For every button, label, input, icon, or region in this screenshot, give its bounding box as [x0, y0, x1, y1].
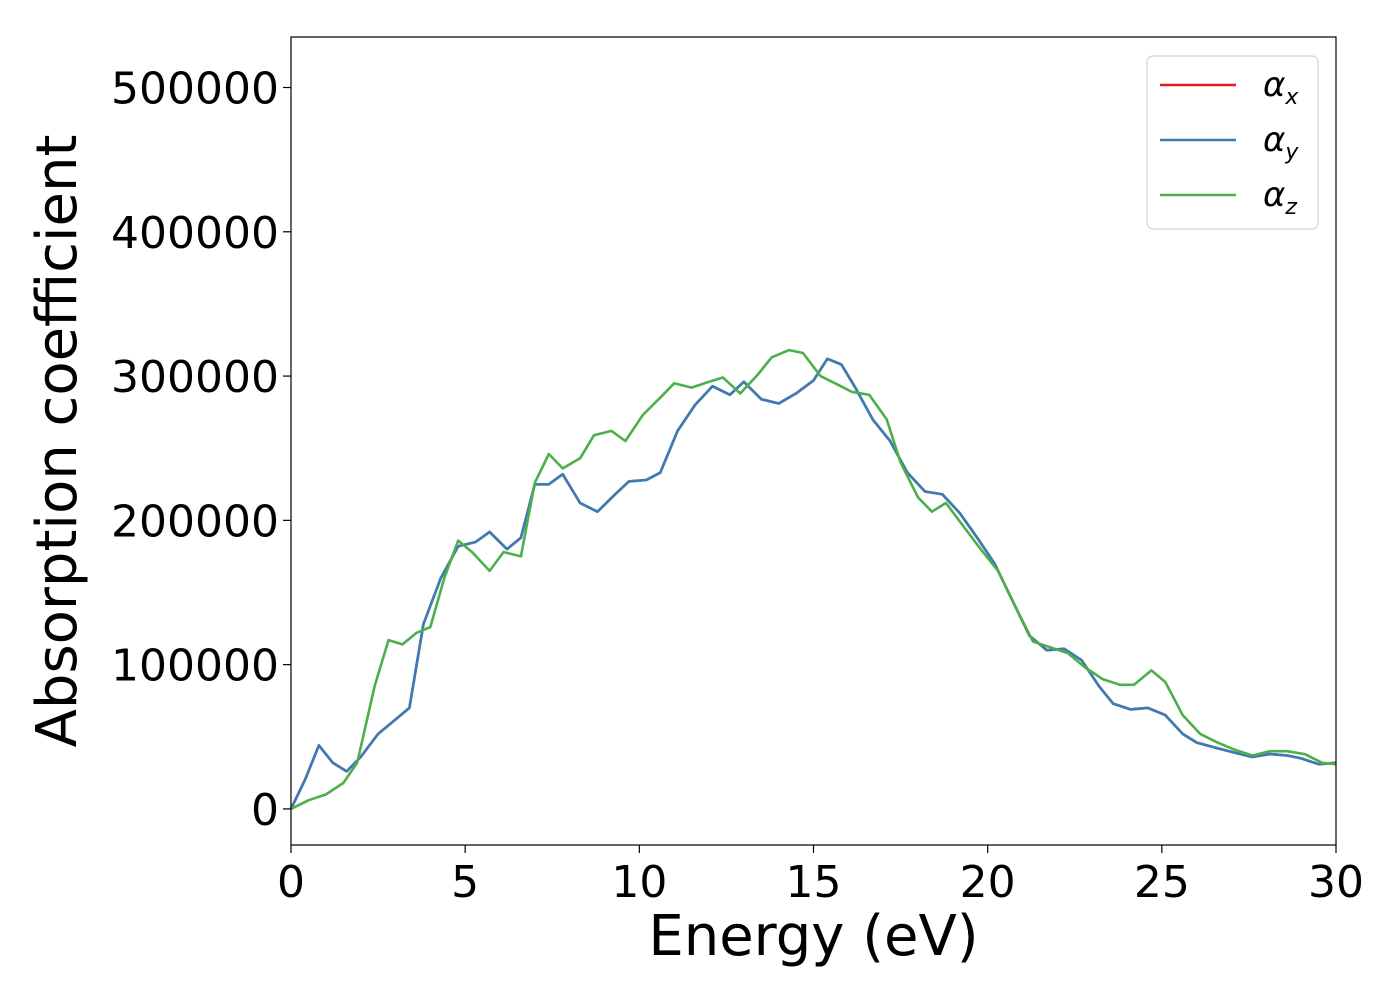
x-tick-label: 25 — [1134, 857, 1190, 908]
x-axis-title: Energy (eV) — [648, 904, 978, 969]
y-tick-label: 200000 — [111, 496, 279, 547]
x-tick-label: 20 — [960, 857, 1016, 908]
x-tick-label: 10 — [611, 857, 667, 908]
series-line-y — [289, 357, 1337, 810]
legend-label-y: αy — [1263, 120, 1299, 165]
y-axis-title: Absorption coefficient — [25, 135, 90, 748]
series-layer — [289, 348, 1337, 811]
legend-box — [1146, 55, 1319, 230]
y-tick-label: 0 — [251, 785, 279, 836]
ticks-layer: 0 5 10 15 20 25 30 0 100000 200000 300000 400000 500… — [111, 64, 1364, 909]
x-tick-label: 30 — [1308, 857, 1364, 908]
y-tick-label: 400000 — [111, 208, 279, 259]
series-line-z — [290, 348, 1337, 811]
legend-label-z: αz — [1263, 175, 1297, 220]
series-line-x — [289, 357, 1337, 810]
legend-label-x: αx — [1263, 65, 1299, 110]
y-tick-label: 300000 — [111, 352, 279, 403]
y-tick-label: 100000 — [111, 641, 279, 692]
x-tick-label: 15 — [786, 857, 842, 908]
y-tick-label: 500000 — [111, 64, 279, 115]
legend: αx αy αz — [1146, 55, 1319, 230]
x-tick-label: 5 — [451, 857, 479, 908]
x-tick-label: 0 — [277, 857, 305, 908]
